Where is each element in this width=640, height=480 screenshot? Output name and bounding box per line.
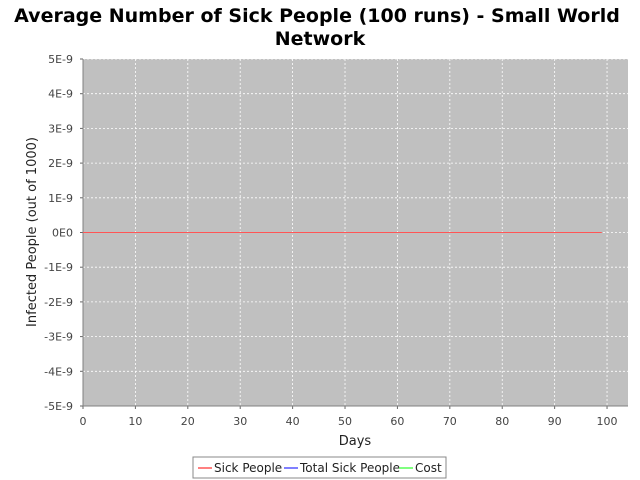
y-tick-label: -1E-9 — [44, 261, 73, 274]
legend-box — [192, 456, 447, 479]
y-tick-label: 0E0 — [52, 227, 73, 240]
x-tick-label: 70 — [443, 415, 457, 428]
x-tick-label: 10 — [128, 415, 142, 428]
legend: Sick People Total Sick People Cost — [192, 456, 447, 479]
x-tick-label: 100 — [597, 415, 618, 428]
y-tick-label: 1E-9 — [48, 192, 73, 205]
x-tick-label: 0 — [80, 415, 87, 428]
y-tick-label: 4E-9 — [48, 88, 73, 101]
y-tick-label: -3E-9 — [44, 331, 73, 344]
y-tick-label: 5E-9 — [48, 53, 73, 66]
legend-label: Cost — [415, 461, 442, 475]
y-tick-label: 3E-9 — [48, 122, 73, 135]
x-tick-label: 30 — [233, 415, 247, 428]
chart-title-line1: Average Number of Sick People (100 runs)… — [14, 5, 620, 27]
x-tick-label: 80 — [495, 415, 509, 428]
x-tick-label: 40 — [286, 415, 300, 428]
x-tick-label: 20 — [181, 415, 195, 428]
x-tick-label: 50 — [338, 415, 352, 428]
axes: 5E-9 4E-9 3E-9 2E-9 1E-9 0E0 -1E-9 -2E-9 -3E-9 -4… — [44, 53, 628, 428]
y-tick-label: -4E-9 — [44, 365, 73, 378]
legend-label: Total Sick People — [299, 461, 400, 475]
x-tick-label: 90 — [548, 415, 562, 428]
legend-label: Sick People — [214, 461, 282, 475]
x-tick-label: 60 — [390, 415, 404, 428]
y-tick-label: -5E-9 — [44, 400, 73, 413]
chart-title-line2: Network — [275, 28, 366, 50]
x-axis-label: Days — [339, 434, 372, 449]
y-tick-label: -2E-9 — [44, 296, 73, 309]
y-axis-label: Infected People (out of 1000) — [25, 137, 40, 327]
y-tick-label: 2E-9 — [48, 157, 73, 170]
